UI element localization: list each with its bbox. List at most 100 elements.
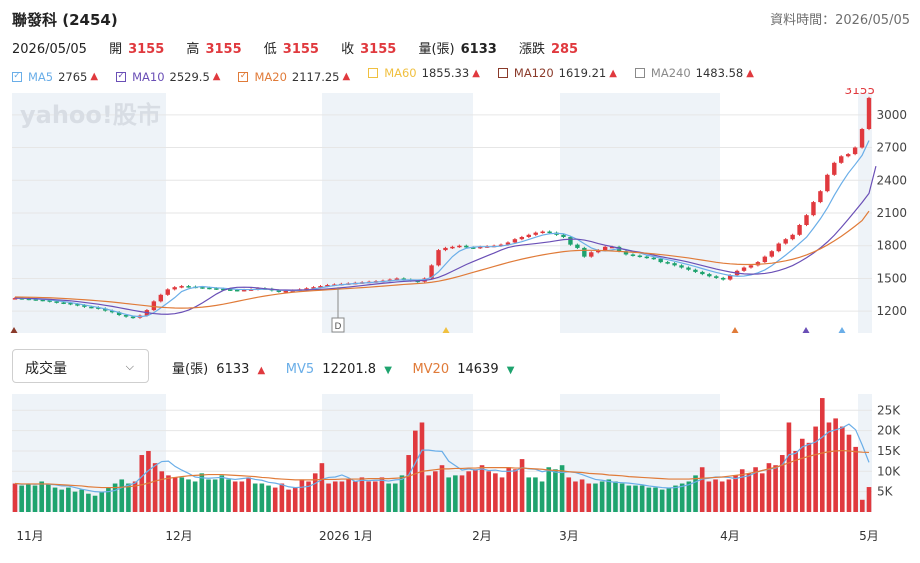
volume-bar [392,483,398,512]
candle [394,278,400,280]
volume-bar [413,430,418,512]
candle [790,234,795,240]
ma-legend-item-ma120[interactable]: MA120 1619.21 ▲ [497,66,617,80]
volume-bar [726,479,732,512]
candle [110,310,115,313]
candle [665,262,670,264]
volume-bar [59,489,65,512]
up-arrow-icon: ▲ [342,71,351,82]
event-marker-icon [10,327,18,333]
volume-value: 6133 [460,42,497,57]
volume-bar [112,483,118,512]
volume-bar [466,471,471,512]
indicator-select[interactable]: 成交量 ⌵ [12,349,149,383]
up-arrow-icon: ▲ [609,67,617,79]
volume-bar [386,483,391,512]
candle [33,299,39,301]
ma-value: 1483.58 [695,66,744,80]
y-tick-label: 3000 [876,108,907,122]
price-chart[interactable]: 1200 1500 1800 2100 2400 2700 3000 yahoo!股市 3155… [0,88,920,338]
volume-bar [186,479,191,512]
ma-legend-item-ma5[interactable]: ✓ MA5 2765 ▲ [12,70,98,84]
volume-bar [159,471,165,512]
candle [450,246,455,249]
up-arrow-icon: ▲ [90,71,99,82]
y-tick-label: 2100 [876,206,907,220]
volume-bar [352,481,358,512]
candle [623,251,629,255]
ma-legend-item-ma240[interactable]: MA240 1483.58 ▲ [634,66,754,80]
candle [40,299,45,302]
volume-bar [179,477,185,512]
ma-name: MA20 [254,69,287,84]
volume-bar [433,471,438,512]
candle [96,307,101,309]
volume-bar [659,489,665,512]
volume-bar [693,475,698,512]
volume-bar [26,483,31,512]
volume-bar [626,485,632,512]
checkbox-icon[interactable] [368,68,379,78]
volume-bar [719,481,725,512]
candle [401,278,407,280]
checkbox-icon[interactable]: ✓ [238,71,249,82]
checkbox-icon[interactable] [497,68,508,78]
close-value: 3155 [360,42,397,57]
candle [575,244,580,248]
open-value: 3155 [128,42,165,57]
volume-bar [172,477,178,512]
volume-bar [633,485,638,512]
candle [311,287,316,289]
y-tick-label: 15K [877,444,901,458]
dividend-marker-icon [331,317,345,333]
low-label: 低 [263,42,277,57]
checkbox-icon[interactable]: ✓ [116,71,127,82]
event-marker-icon [802,327,810,333]
indicator-select-label: 成交量 [25,361,67,377]
volume-bar [773,465,778,512]
volume-chart[interactable]: 5K 10K 15K 20K 25K 11月 12月 2026 1月 2月 3月 4月 5月 [0,392,920,563]
ma-legend-item-ma10[interactable]: ✓ MA10 2529.5 ▲ [116,70,220,84]
candle [769,251,774,257]
yahoo-logo: yahoo!股市 [20,101,161,129]
candle [12,298,18,300]
checkbox-icon[interactable]: ✓ [12,71,22,82]
up-arrow-icon: ▲ [212,71,221,82]
candle [61,302,66,304]
candle [228,289,233,291]
volume-bar [866,487,872,512]
volume-bar [840,426,845,512]
event-marker-icon [838,327,846,333]
volume-bar [252,483,258,512]
volume-bar [206,479,211,512]
candle [825,174,830,192]
volume-bar [766,463,772,512]
change-value: 285 [550,42,579,57]
volume-bar [266,485,271,512]
candle [804,215,809,225]
checkbox-icon[interactable] [634,68,645,78]
volume-bar [586,483,592,512]
ma-legend-item-ma60[interactable]: MA60 1855.33 ▲ [368,66,480,80]
volume-bar [86,493,91,512]
up-arrow-icon: ▲ [472,67,480,79]
candle [852,147,858,155]
volume-bar [853,446,858,512]
ma-legend-item-ma20[interactable]: ✓ MA20 2117.25 ▲ [238,70,350,84]
volume-bar [126,483,131,512]
volume-bar [860,499,865,512]
volume-bar [486,471,492,512]
candle [540,231,545,234]
x-tick-label: 2月 [472,529,492,543]
volume-bar [826,422,832,512]
mv20-arrow-icon: ▼ [506,365,515,376]
candle [457,245,462,248]
volume-bar [446,477,451,512]
volume-bar [246,477,251,512]
candle [644,256,650,259]
ma-name: MA10 [132,69,165,84]
x-tick-label: 5月 [859,529,879,543]
ma-value: 2117.25 [291,69,340,84]
candle [609,246,615,249]
event-marker-icon [731,327,739,333]
